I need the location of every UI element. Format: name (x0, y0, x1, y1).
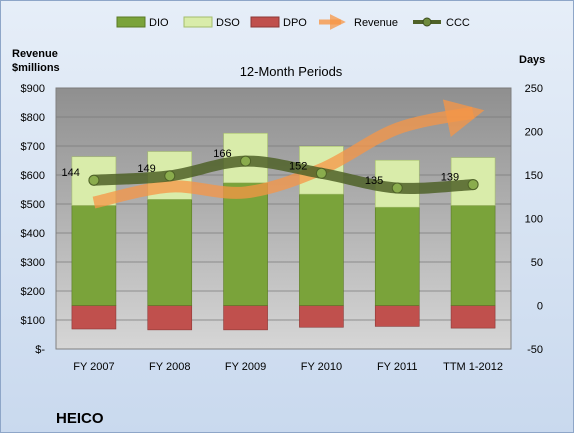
bar-dpo (299, 305, 344, 328)
legend-swatch-dso (183, 16, 213, 28)
left-axis-title-line2: $millions (12, 62, 60, 74)
legend: DIO DSO DPO Revenue CCC (116, 13, 470, 31)
ccc-data-label: 152 (289, 160, 307, 172)
legend-item-dio: DIO (116, 16, 169, 29)
ccc-point (240, 155, 252, 167)
legend-label-ccc: CCC (446, 17, 470, 29)
bar-dpo (374, 305, 420, 327)
ccc-series: 144 149 166 152 135 139 (62, 148, 479, 194)
revenue-series (92, 99, 485, 209)
chart-subtitle: 12-Month Periods (240, 64, 343, 79)
ccc-point (88, 174, 100, 186)
legend-label-dso: DSO (216, 17, 240, 29)
bar-dio (374, 206, 420, 306)
ccc-data-label: 166 (213, 148, 231, 160)
legend-item-dso: DSO (183, 16, 240, 29)
legend-item-revenue: Revenue (319, 13, 398, 31)
bar-dio (223, 182, 268, 306)
x-axis-ticks: FY 2007 FY 2008 FY 2009 FY 2010 FY 2011 TTM 1… (73, 361, 503, 373)
bar-dpo (71, 305, 117, 330)
legend-label-dio: DIO (149, 17, 169, 29)
ccc-point (164, 170, 176, 182)
legend-marker-ccc (422, 17, 432, 27)
bar-dio (71, 205, 117, 306)
ccc-data-label: 135 (365, 175, 383, 187)
x-tick-label: FY 2011 (377, 361, 418, 373)
left-tick-label: $900 (21, 83, 45, 95)
right-tick-label: 100 (525, 214, 543, 226)
left-axis-ticks: $- $100 $200 $300 $400 $500 $600 $700 $800 $900 (21, 83, 46, 356)
bar-dio (450, 205, 496, 306)
left-tick-label: $200 (21, 286, 45, 298)
left-tick-label: $600 (21, 170, 45, 182)
bar-dio (147, 199, 193, 306)
bar-dpo (223, 305, 268, 331)
left-axis-title-line1: Revenue (12, 48, 58, 60)
left-tick-label: $800 (21, 112, 45, 124)
ccc-data-label: 144 (62, 167, 80, 179)
x-tick-label: TTM 1-2012 (443, 361, 503, 373)
right-tick-label: 150 (525, 170, 543, 182)
bar-dpo (450, 305, 496, 329)
left-tick-label: $100 (21, 315, 45, 327)
left-tick-label: $300 (21, 257, 45, 269)
right-tick-label: 50 (531, 257, 543, 269)
legend-label-dpo: DPO (283, 17, 307, 29)
left-tick-label: $- (35, 344, 45, 356)
left-tick-label: $400 (21, 228, 45, 240)
x-tick-label: FY 2009 (225, 361, 266, 373)
plot-area (55, 87, 512, 350)
bar-dpo (147, 305, 193, 331)
right-axis-title: Days (519, 54, 545, 66)
ccc-point (315, 167, 327, 179)
company-label: HEICO (56, 410, 104, 427)
legend-label-revenue: Revenue (354, 17, 398, 29)
legend-item-dpo: DPO (250, 16, 307, 29)
bar-dio (299, 193, 344, 306)
x-tick-label: FY 2010 (301, 361, 342, 373)
ccc-point (391, 182, 403, 194)
legend-item-ccc: CCC (413, 17, 470, 29)
x-tick-label: FY 2008 (149, 361, 190, 373)
ccc-line (88, 155, 479, 194)
right-tick-label: 250 (525, 83, 543, 95)
right-tick-label: -50 (527, 344, 543, 356)
revenue-arrow (92, 99, 485, 209)
ccc-data-label: 149 (137, 163, 155, 175)
right-tick-label: 200 (525, 127, 543, 139)
legend-swatch-dio (116, 16, 146, 28)
legend-swatch-dpo (250, 16, 280, 28)
right-tick-label: 0 (537, 301, 543, 313)
left-tick-label: $500 (21, 199, 45, 211)
left-tick-label: $700 (21, 141, 45, 153)
x-tick-label: FY 2007 (73, 361, 114, 373)
ccc-data-label: 139 (441, 172, 459, 184)
right-axis-ticks: -50 0 50 100 150 200 250 (525, 83, 543, 356)
ccc-point (467, 179, 479, 191)
